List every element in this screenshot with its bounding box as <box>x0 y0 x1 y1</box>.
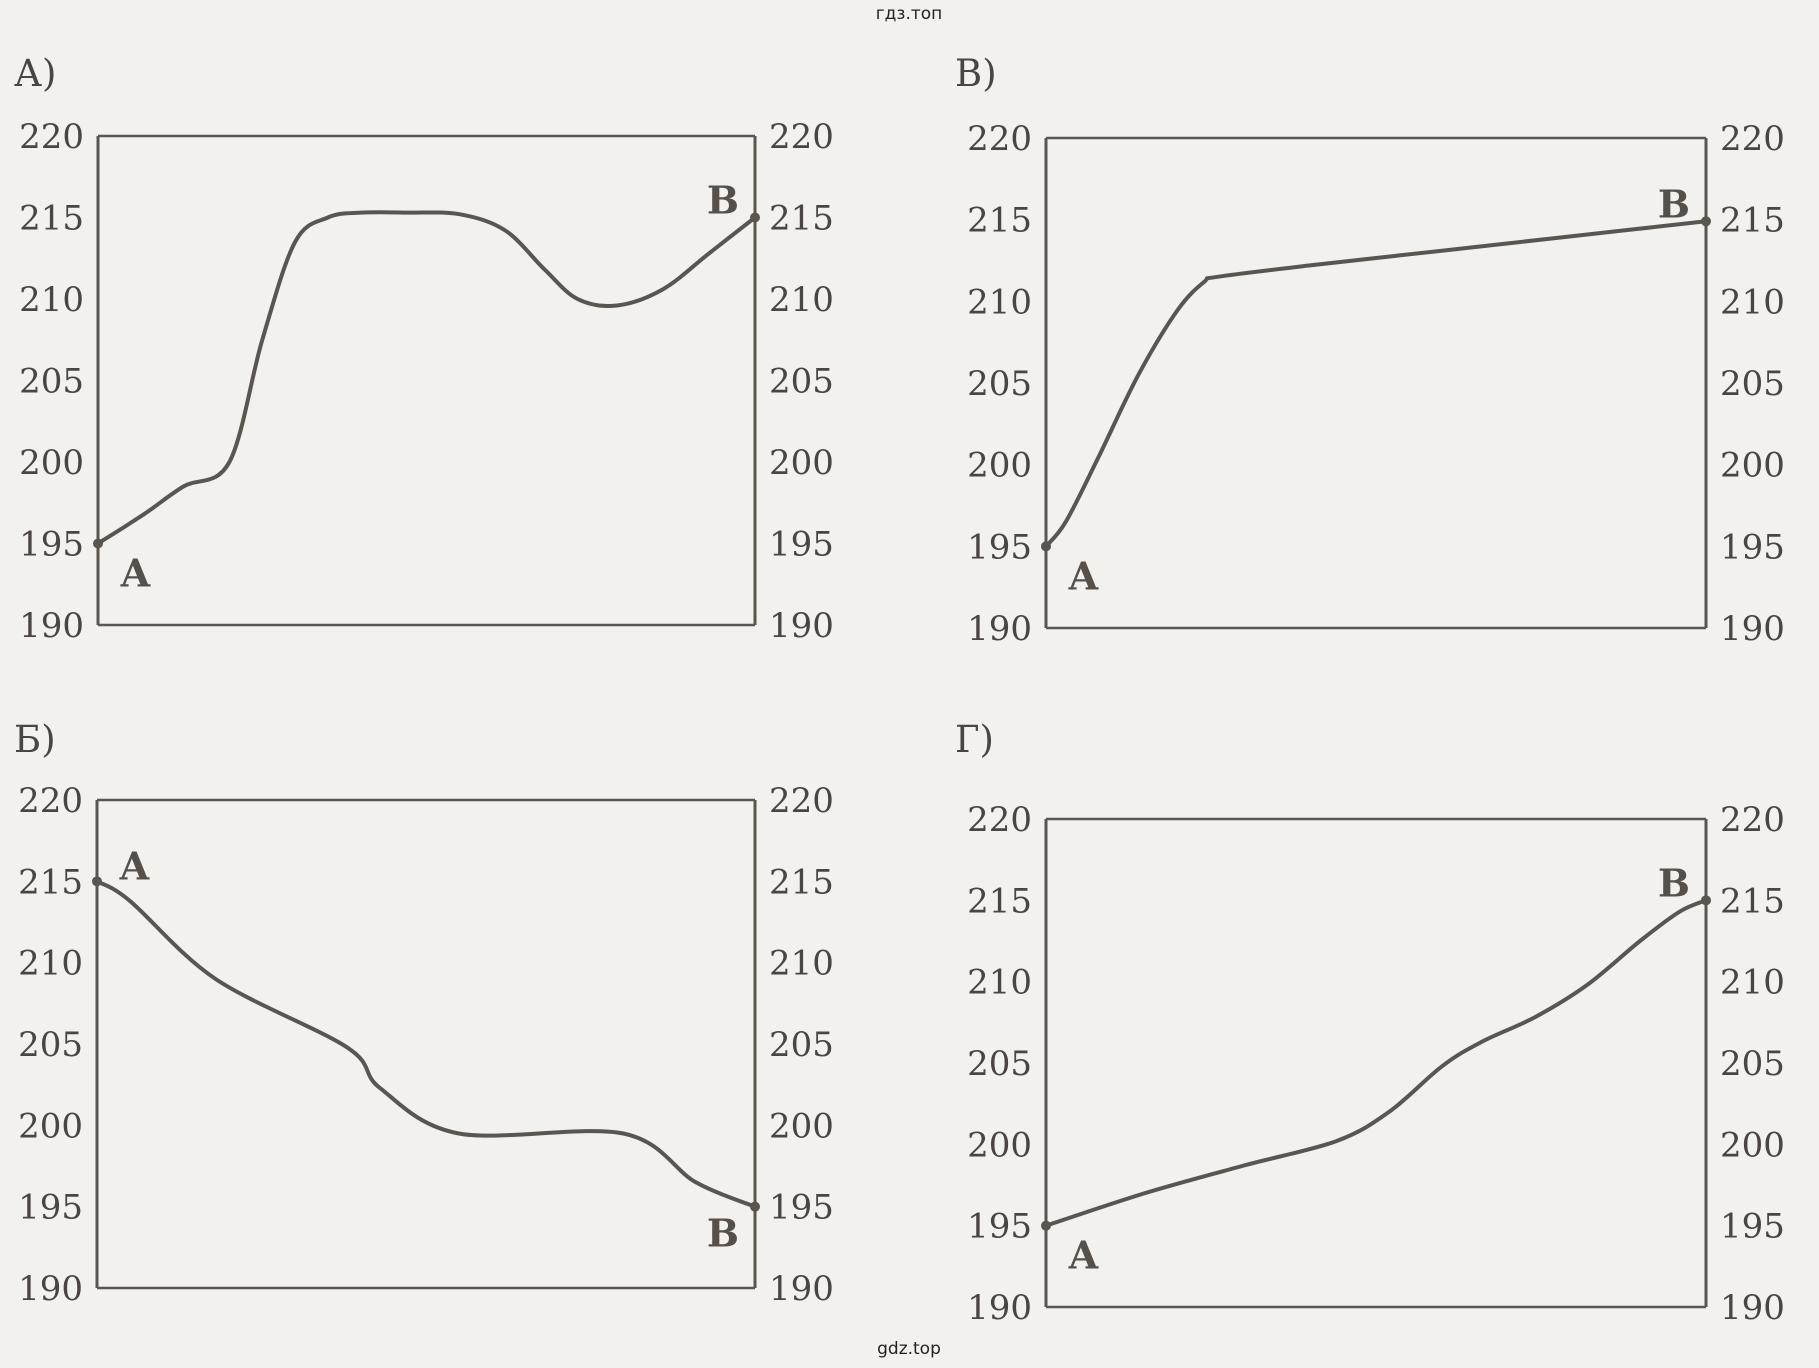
y-tick-label-right: 195 <box>1720 527 1785 567</box>
y-tick-label-left: 195 <box>19 525 84 565</box>
y-tick-label-left: 210 <box>18 944 83 984</box>
y-tick-label-left: 205 <box>967 1044 1032 1084</box>
start-point-marker <box>93 538 103 549</box>
y-tick-label-left: 200 <box>967 446 1032 486</box>
series-line <box>1044 219 1708 549</box>
series-line <box>1044 898 1708 1228</box>
y-tick-label-left: 210 <box>19 280 84 320</box>
y-tick-label-right: 215 <box>769 862 834 902</box>
panel-label: А) <box>14 52 56 95</box>
y-tick-label-right: 190 <box>1720 1288 1785 1328</box>
end-point-label: В <box>707 178 739 223</box>
y-tick-label-right: 205 <box>1720 1044 1785 1084</box>
charts-group: А) 220 215 210 205 200 195 190 220 215 210 205 200 19… <box>14 52 1785 1328</box>
y-tick-label-left: 200 <box>18 1106 83 1146</box>
end-point-marker <box>750 1201 760 1212</box>
y-tick-label-left: 220 <box>967 119 1032 159</box>
end-point-marker <box>1701 895 1711 906</box>
y-tick-label-left: 210 <box>967 282 1032 322</box>
y-tick-label-right: 210 <box>1720 282 1785 322</box>
start-point-label: А <box>1068 553 1099 598</box>
end-point-label: В <box>707 1211 739 1256</box>
y-tick-label-left: 195 <box>18 1188 83 1228</box>
y-tick-label-left: 205 <box>19 362 84 402</box>
y-tick-label-left: 220 <box>18 781 83 821</box>
start-point-label: А <box>1068 1233 1099 1278</box>
y-tick-label-left: 205 <box>967 364 1032 404</box>
y-tick-label-right: 195 <box>1720 1207 1785 1247</box>
start-point-label: А <box>120 551 151 596</box>
y-tick-label-left: 195 <box>967 1207 1032 1247</box>
start-point-marker <box>1041 1220 1051 1231</box>
chart-panel-b: Б) 220 215 210 205 200 195 190 220 215 210 205 200 19… <box>14 718 834 1309</box>
chart-panel-v: В) 220 215 210 205 200 195 190 220 215 210 205 200 19… <box>955 52 1785 649</box>
y-tick-label-right: 220 <box>769 117 834 157</box>
y-tick-label-left: 200 <box>967 1125 1032 1165</box>
y-tick-label-left: 215 <box>18 862 83 902</box>
y-tick-label-right: 205 <box>769 362 834 402</box>
y-tick-label-right: 205 <box>1720 364 1785 404</box>
y-tick-label-right: 220 <box>769 781 834 821</box>
y-tick-label-left: 215 <box>967 881 1032 921</box>
y-tick-label-right: 190 <box>769 1269 834 1309</box>
start-point-marker <box>92 876 102 887</box>
y-tick-label-left: 190 <box>967 609 1032 649</box>
end-point-label: В <box>1658 860 1690 905</box>
y-tick-label-right: 210 <box>1720 963 1785 1003</box>
panel-label: В) <box>955 52 997 95</box>
chart-panel-a: А) 220 215 210 205 200 195 190 220 215 210 205 200 19… <box>14 52 834 646</box>
y-tick-label-left: 215 <box>19 199 84 239</box>
end-point-label: В <box>1658 181 1690 226</box>
y-tick-label-left: 200 <box>19 443 84 483</box>
end-point-marker <box>1701 216 1711 227</box>
watermark-top: гдз.топ <box>876 4 943 24</box>
y-tick-label-left: 220 <box>19 117 84 157</box>
y-tick-label-left: 205 <box>18 1025 83 1065</box>
y-tick-label-right: 205 <box>769 1025 834 1065</box>
end-point-marker <box>750 212 760 223</box>
y-tick-label-right: 200 <box>769 1106 834 1146</box>
panel-label: Г) <box>955 718 994 761</box>
y-tick-label-right: 190 <box>1720 609 1785 649</box>
y-tick-label-right: 215 <box>1720 881 1785 921</box>
y-tick-label-left: 215 <box>967 201 1032 241</box>
series-line <box>96 210 757 546</box>
start-point-marker <box>1041 541 1051 552</box>
y-tick-label-left: 190 <box>19 606 84 646</box>
y-tick-label-right: 195 <box>769 525 834 565</box>
y-tick-label-right: 215 <box>1720 201 1785 241</box>
panel-label: Б) <box>14 718 56 761</box>
y-tick-label-left: 195 <box>967 527 1032 567</box>
y-tick-label-left: 220 <box>967 800 1032 840</box>
chart-panel-g: Г) 220 215 210 205 200 195 190 220 215 210 205 200 19… <box>955 718 1785 1328</box>
y-tick-label-right: 200 <box>1720 1125 1785 1165</box>
y-tick-label-right: 200 <box>769 443 834 483</box>
y-tick-label-right: 210 <box>769 944 834 984</box>
y-tick-label-right: 195 <box>769 1188 834 1228</box>
y-tick-label-right: 210 <box>769 280 834 320</box>
y-tick-label-right: 220 <box>1720 119 1785 159</box>
y-tick-label-right: 190 <box>769 606 834 646</box>
y-tick-label-right: 215 <box>769 199 834 239</box>
y-tick-label-left: 190 <box>18 1269 83 1309</box>
y-tick-label-right: 220 <box>1720 800 1785 840</box>
y-tick-label-right: 200 <box>1720 446 1785 486</box>
y-tick-label-left: 210 <box>967 963 1032 1003</box>
series-line <box>95 879 757 1209</box>
start-point-label: А <box>119 843 150 888</box>
y-tick-label-left: 190 <box>967 1288 1032 1328</box>
watermark-bottom: gdz.top <box>877 1339 941 1359</box>
